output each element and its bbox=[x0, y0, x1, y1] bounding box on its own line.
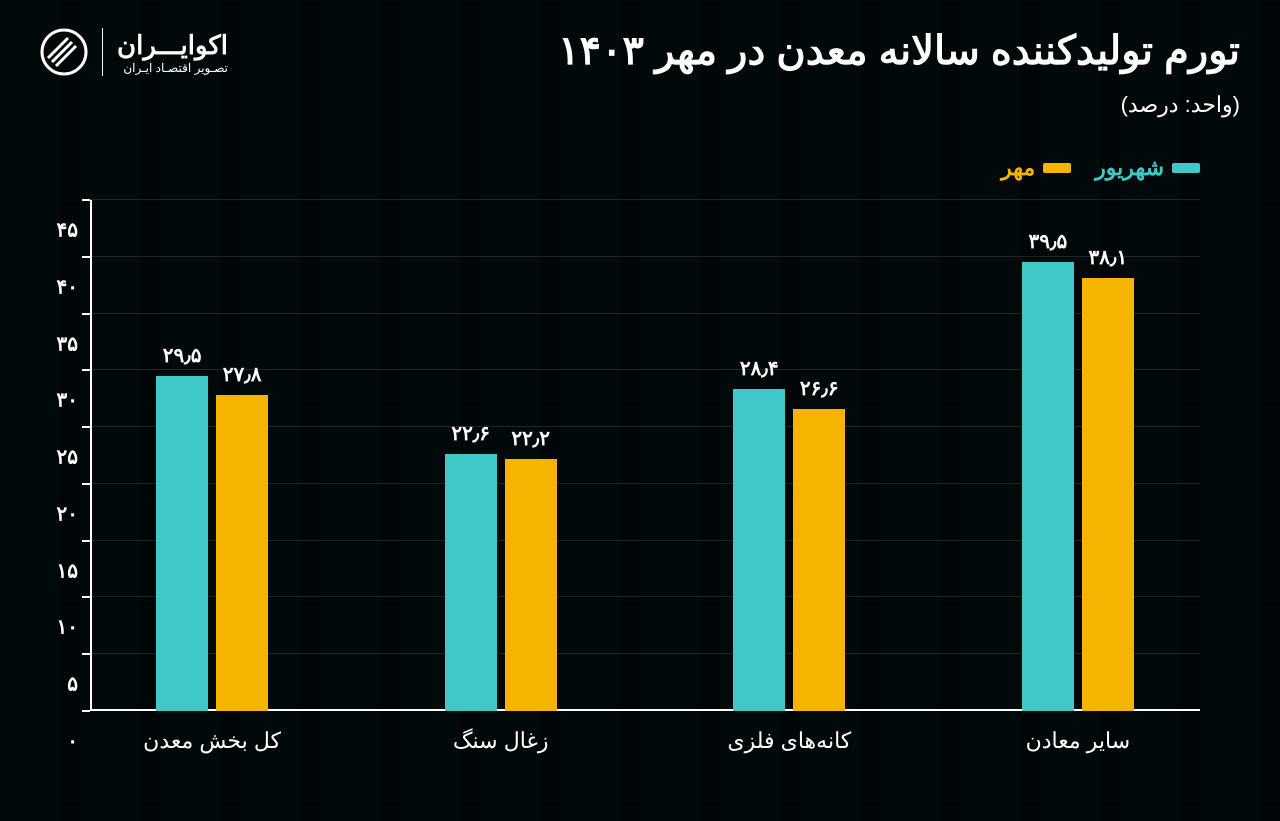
y-axis-label: ۳۰ bbox=[57, 388, 78, 413]
plot-area: ۲۹٫۵۲۷٫۸۲۲٫۶۲۲٫۲۲۸٫۴۲۶٫۶۳۹٫۵۳۸٫۱ bbox=[90, 200, 1200, 711]
legend-label: مهر bbox=[1001, 155, 1035, 181]
y-tick bbox=[82, 369, 90, 371]
legend-item-mehr: مهر bbox=[1001, 155, 1071, 181]
bar-value-label: ۲۶٫۶ bbox=[800, 376, 839, 401]
legend-swatch bbox=[1172, 163, 1200, 173]
header: تورم تولیدکننده سالانه معدن در مهر ۱۴۰۳ … bbox=[40, 28, 1240, 118]
bar-group: ۳۹٫۵۳۸٫۱ bbox=[1022, 262, 1134, 711]
legend-item-shahrivar: شهریور bbox=[1095, 155, 1200, 181]
grid-line bbox=[90, 199, 1200, 200]
y-tick bbox=[82, 483, 90, 485]
y-tick bbox=[82, 256, 90, 258]
category-label: کانه‌های فلزی bbox=[727, 728, 851, 754]
y-tick bbox=[82, 653, 90, 655]
legend-swatch bbox=[1043, 163, 1071, 173]
y-axis-label: ۳۵ bbox=[57, 331, 78, 356]
logo: اکوایـــران تصـویر اقتصـاد ایـران bbox=[40, 28, 228, 76]
legend-label: شهریور bbox=[1095, 155, 1164, 181]
y-axis-label: ۵ bbox=[67, 672, 78, 697]
bar-value-label: ۲۸٫۴ bbox=[740, 356, 779, 381]
bar-mehr: ۲۲٫۲ bbox=[505, 459, 557, 711]
bar-group: ۲۸٫۴۲۶٫۶ bbox=[733, 389, 845, 711]
logo-icon bbox=[40, 28, 88, 76]
y-axis-label: ۱۰ bbox=[57, 615, 78, 640]
y-tick bbox=[82, 596, 90, 598]
bar-mehr: ۲۶٫۶ bbox=[793, 409, 845, 711]
bar-value-label: ۲۷٫۸ bbox=[223, 362, 262, 387]
logo-text: اکوایـــران تصـویر اقتصـاد ایـران bbox=[117, 30, 228, 75]
chart-title: تورم تولیدکننده سالانه معدن در مهر ۱۴۰۳ bbox=[558, 28, 1240, 74]
bar-group: ۲۹٫۵۲۷٫۸ bbox=[156, 376, 268, 711]
y-axis-label: ۲۵ bbox=[57, 445, 78, 470]
bar-shahrivar: ۲۹٫۵ bbox=[156, 376, 208, 711]
y-tick bbox=[82, 710, 90, 712]
logo-name: اکوایـــران bbox=[117, 30, 228, 61]
bar-value-label: ۳۹٫۵ bbox=[1029, 229, 1068, 254]
y-tick bbox=[82, 313, 90, 315]
logo-divider bbox=[102, 28, 103, 76]
y-tick bbox=[82, 426, 90, 428]
y-tick bbox=[82, 199, 90, 201]
bar-shahrivar: ۲۲٫۶ bbox=[445, 454, 497, 711]
chart-subtitle: (واحد: درصد) bbox=[558, 92, 1240, 118]
bar-mehr: ۲۷٫۸ bbox=[216, 395, 268, 711]
category-label: سایر معادن bbox=[1026, 728, 1131, 754]
bar-value-label: ۲۲٫۲ bbox=[511, 426, 550, 451]
y-axis-label: ۲۰ bbox=[57, 501, 78, 526]
bar-group: ۲۲٫۶۲۲٫۲ bbox=[445, 454, 557, 711]
logo-tagline: تصـویر اقتصـاد ایـران bbox=[117, 61, 228, 75]
y-axis-label: ۱۵ bbox=[57, 558, 78, 583]
y-tick bbox=[82, 540, 90, 542]
bar-shahrivar: ۳۹٫۵ bbox=[1022, 262, 1074, 711]
y-axis bbox=[90, 200, 92, 711]
y-axis-label: ۴۵ bbox=[57, 218, 78, 243]
bar-value-label: ۲۲٫۶ bbox=[451, 421, 490, 446]
bar-shahrivar: ۲۸٫۴ bbox=[733, 389, 785, 711]
category-label: کل بخش معدن bbox=[143, 728, 281, 754]
title-block: تورم تولیدکننده سالانه معدن در مهر ۱۴۰۳ … bbox=[558, 28, 1240, 118]
bar-value-label: ۳۸٫۱ bbox=[1089, 245, 1128, 270]
bar-mehr: ۳۸٫۱ bbox=[1082, 278, 1134, 711]
bar-value-label: ۲۹٫۵ bbox=[163, 343, 202, 368]
y-axis-label: ۰ bbox=[67, 729, 78, 754]
legend: شهریور مهر bbox=[1001, 155, 1200, 181]
grid-line bbox=[90, 256, 1200, 257]
chart-area: ۲۹٫۵۲۷٫۸۲۲٫۶۲۲٫۲۲۸٫۴۲۶٫۶۳۹٫۵۳۸٫۱ ۰۵۱۰۱۵۲… bbox=[30, 200, 1210, 766]
category-label: زغال سنگ bbox=[453, 728, 549, 754]
y-axis-label: ۴۰ bbox=[57, 274, 78, 299]
